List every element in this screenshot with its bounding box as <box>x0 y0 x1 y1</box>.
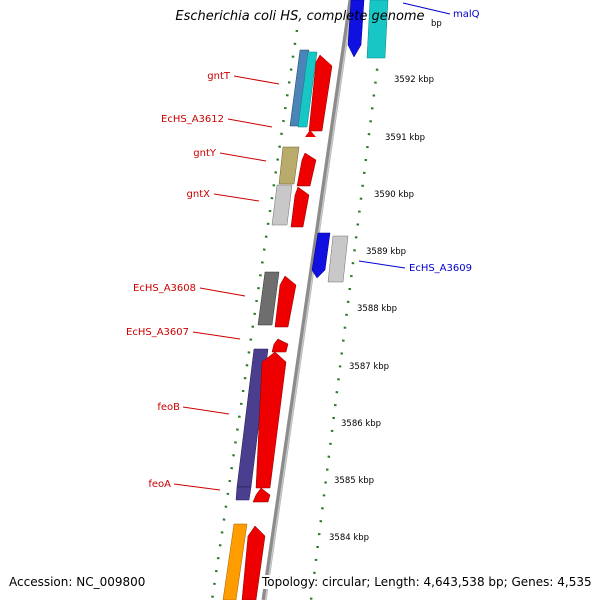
feature-gray-A3609[interactable] <box>327 235 349 283</box>
gene-label-EcHS_A3612[interactable]: EcHS_A3612 <box>161 114 224 125</box>
genome-backbone-shade <box>264 0 354 600</box>
feature-cyan-gntT[interactable] <box>297 51 318 128</box>
tick-label-3586kbp: 3586 kbp <box>341 419 381 429</box>
inner-guide-line <box>309 29 384 600</box>
gene-label-EcHS_A3607[interactable]: EcHS_A3607 <box>126 327 189 338</box>
feature-blue-top[interactable] <box>347 0 365 58</box>
leader-gntX <box>213 193 260 202</box>
feature-gray-gntX[interactable] <box>271 184 293 226</box>
feature-red-A3608[interactable] <box>274 275 297 328</box>
accession-text: Accession: NC_009800 <box>9 575 146 589</box>
feature-red-gntX[interactable] <box>290 186 310 228</box>
tick-labels: 3592 kbp 3591 kbp 3590 kbp 3589 kbp 3588… <box>329 19 442 543</box>
leader-A3612 <box>227 118 273 128</box>
tick-label-3590kbp: 3590 kbp <box>374 190 414 200</box>
gene-label-gntY[interactable]: gntY <box>193 148 217 159</box>
tick-label-3592kbp: 3592 kbp <box>394 75 434 85</box>
feature-red-feoA[interactable] <box>252 487 271 503</box>
feature-khaki-gntY[interactable] <box>278 146 300 185</box>
gene-label-malQ[interactable]: malQ <box>453 9 480 20</box>
feature-red-feoB[interactable] <box>255 351 287 489</box>
feature-blue-A3609[interactable] <box>311 232 331 279</box>
genome-backbone <box>261 0 354 600</box>
leader-A3609 <box>358 260 406 269</box>
tick-label-3585kbp: 3585 kbp <box>334 476 374 486</box>
gene-labels: gntT EcHS_A3612 gntY gntX EcHS_A3608 EcH… <box>126 9 480 490</box>
topology-summary: Topology: circular; Length: 4,643,538 bp… <box>262 575 596 589</box>
gene-label-EcHS_A3609[interactable]: EcHS_A3609 <box>409 263 472 274</box>
tick-label-3584kbp: 3584 kbp <box>329 533 369 543</box>
feature-track <box>222 0 389 600</box>
leader-A3607 <box>192 331 241 340</box>
gene-label-EcHS_A3608[interactable]: EcHS_A3608 <box>133 283 196 294</box>
tick-label-top-bp: bp <box>431 19 442 29</box>
tick-label-3591kbp: 3591 kbp <box>385 133 425 143</box>
feature-red-small-A3612[interactable] <box>305 130 316 137</box>
gene-label-feoB[interactable]: feoB <box>157 402 180 413</box>
feature-darkgray-A3608[interactable] <box>257 271 280 326</box>
leader-A3608 <box>199 287 246 297</box>
feature-red-bottom[interactable] <box>241 525 266 600</box>
leader-malQ <box>402 2 451 15</box>
tick-label-3587kbp: 3587 kbp <box>349 362 389 372</box>
leader-gntT <box>233 75 280 85</box>
gene-label-gntX[interactable]: gntX <box>187 189 211 200</box>
feature-orange-bottom[interactable] <box>222 523 248 600</box>
leader-feoB <box>182 406 230 415</box>
feature-purple-feoA[interactable] <box>235 486 252 501</box>
tick-label-3589kbp: 3589 kbp <box>366 247 406 257</box>
genome-title: Escherichia coli HS, complete genome <box>175 9 425 24</box>
gene-label-feoA[interactable]: feoA <box>148 479 171 490</box>
feature-red-A3607[interactable] <box>271 338 289 353</box>
gene-label-gntT[interactable]: gntT <box>207 71 231 82</box>
label-leaders <box>173 2 451 491</box>
feature-red-gntT[interactable] <box>308 54 333 132</box>
feature-cyan-top[interactable] <box>366 0 389 59</box>
feature-red-gntY[interactable] <box>296 152 317 187</box>
tick-label-3588kbp: 3588 kbp <box>357 304 397 314</box>
leader-gntY <box>219 152 267 162</box>
leader-feoA <box>173 483 221 491</box>
